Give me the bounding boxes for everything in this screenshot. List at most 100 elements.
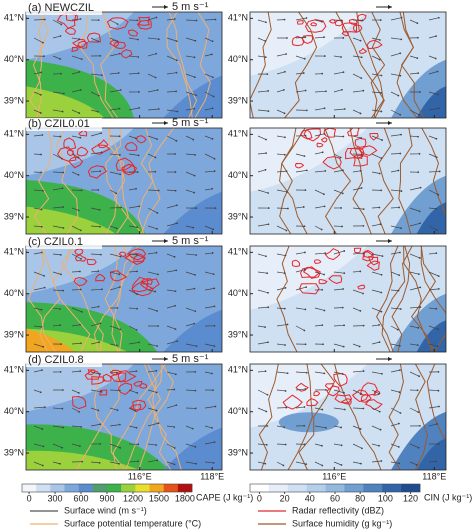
contour-line bbox=[324, 128, 352, 234]
wind-arrow bbox=[257, 135, 267, 140]
wind-arrow bbox=[166, 189, 176, 192]
wind-arrow bbox=[185, 37, 196, 42]
wind-arrow bbox=[90, 170, 101, 173]
reflectivity-contour bbox=[124, 253, 146, 266]
wind-arrow-head bbox=[264, 21, 267, 24]
wind-arrow bbox=[257, 109, 269, 112]
reflectivity-contour bbox=[318, 278, 328, 285]
wind-arrow-head bbox=[115, 227, 118, 230]
reflectivity-contour bbox=[300, 266, 320, 278]
wind-arrow bbox=[428, 271, 439, 277]
wind-arrow-head bbox=[303, 406, 306, 408]
wind-arrow bbox=[109, 424, 120, 427]
wind-arrow bbox=[390, 325, 398, 330]
wind-arrow-head bbox=[137, 154, 140, 157]
wind-arrow bbox=[390, 289, 399, 291]
wind-arrow-head bbox=[398, 422, 400, 425]
wind-arrow-head bbox=[154, 290, 157, 293]
wind-arrow bbox=[295, 406, 305, 409]
panel-frame bbox=[249, 127, 447, 235]
reflectivity-contour bbox=[341, 398, 352, 405]
wind-arrow-head bbox=[137, 56, 140, 58]
colorbar-segment bbox=[268, 484, 289, 492]
wind-arrow bbox=[352, 73, 362, 79]
wind-arrow-head bbox=[136, 392, 139, 394]
wind-arrow bbox=[204, 91, 214, 97]
wind-arrow-head bbox=[155, 251, 158, 254]
wind-arrow-head bbox=[213, 305, 216, 308]
wind-arrow bbox=[185, 288, 195, 291]
wind-arrow-head bbox=[324, 170, 327, 172]
wind-arrow bbox=[352, 389, 362, 395]
wind-arrow-head bbox=[176, 340, 179, 343]
wind-arrow bbox=[128, 460, 139, 463]
wind-arrow bbox=[333, 389, 345, 394]
wind-arrow bbox=[147, 389, 157, 393]
wind-arrow bbox=[295, 307, 306, 310]
reflectivity-contour bbox=[71, 47, 79, 52]
colorbar-tick-label: 120 bbox=[403, 493, 418, 503]
wind-arrow bbox=[276, 425, 285, 428]
wind-arrow-head bbox=[342, 169, 344, 172]
wind-arrow-head bbox=[61, 187, 64, 190]
wind-arrow-head bbox=[117, 72, 120, 74]
wind-arrow-head bbox=[62, 426, 65, 429]
contour-line bbox=[377, 128, 394, 234]
contour-line bbox=[137, 128, 154, 234]
wind-arrow-head bbox=[155, 16, 158, 19]
wind-arrow bbox=[409, 222, 421, 227]
wind-arrow-head bbox=[264, 40, 267, 42]
reflectivity-contour bbox=[109, 369, 123, 376]
wind-arrow-head bbox=[435, 229, 438, 231]
colorbar-tick-label: 600 bbox=[74, 493, 89, 503]
wind-arrow bbox=[109, 189, 117, 194]
wind-arrow bbox=[333, 153, 341, 158]
wind-arrow bbox=[33, 307, 42, 311]
wind-arrow-head bbox=[399, 251, 401, 254]
reflectivity-contour bbox=[136, 135, 147, 144]
wind-arrow-head bbox=[341, 372, 344, 375]
wind-arrow bbox=[352, 252, 364, 255]
wind-arrow-head bbox=[343, 250, 346, 252]
cin-field bbox=[250, 128, 368, 192]
wind-arrow bbox=[204, 425, 213, 429]
wind-arrow-head bbox=[174, 328, 177, 331]
wind-arrow bbox=[314, 407, 323, 410]
wind-arrow bbox=[257, 169, 266, 173]
wind-arrow bbox=[147, 343, 158, 347]
wind-arrow-head bbox=[193, 107, 196, 110]
colorbar-tick-label: 1200 bbox=[123, 493, 143, 503]
wind-arrow-head bbox=[304, 189, 307, 192]
wind-arrow-head bbox=[79, 18, 82, 20]
wind-arrow bbox=[128, 72, 139, 75]
map-panel bbox=[26, 128, 222, 234]
wind-arrow-head bbox=[265, 138, 267, 141]
wind-arrow bbox=[33, 189, 43, 192]
wind-arrow-head bbox=[157, 422, 160, 425]
wind-arrow-head bbox=[415, 463, 418, 466]
wind-arrow bbox=[90, 207, 100, 211]
cin-field bbox=[278, 412, 339, 433]
cin-field bbox=[416, 438, 446, 470]
wind-arrow-head bbox=[285, 170, 288, 173]
wind-arrow bbox=[52, 35, 61, 39]
wind-arrow-head bbox=[62, 206, 65, 208]
wind-arrow-head bbox=[193, 76, 196, 79]
wind-arrow bbox=[276, 225, 287, 231]
wind-arrow bbox=[409, 135, 419, 138]
scale-label: 5 m s⁻¹ bbox=[172, 117, 209, 129]
wind-arrow-head bbox=[340, 426, 343, 429]
wind-arrow-head bbox=[324, 426, 327, 429]
wind-arrow-head bbox=[62, 92, 65, 95]
wind-arrow bbox=[314, 189, 324, 195]
wind-arrow-head bbox=[400, 190, 403, 192]
contour-line bbox=[388, 364, 404, 470]
wind-arrow bbox=[409, 443, 419, 449]
cin-field bbox=[250, 12, 368, 76]
wind-arrow bbox=[409, 253, 420, 259]
wind-arrow-head bbox=[416, 36, 419, 39]
reflectivity-contour bbox=[364, 399, 383, 411]
wind-arrow bbox=[33, 325, 42, 328]
wind-arrow bbox=[71, 71, 80, 75]
wind-arrow bbox=[185, 55, 195, 58]
